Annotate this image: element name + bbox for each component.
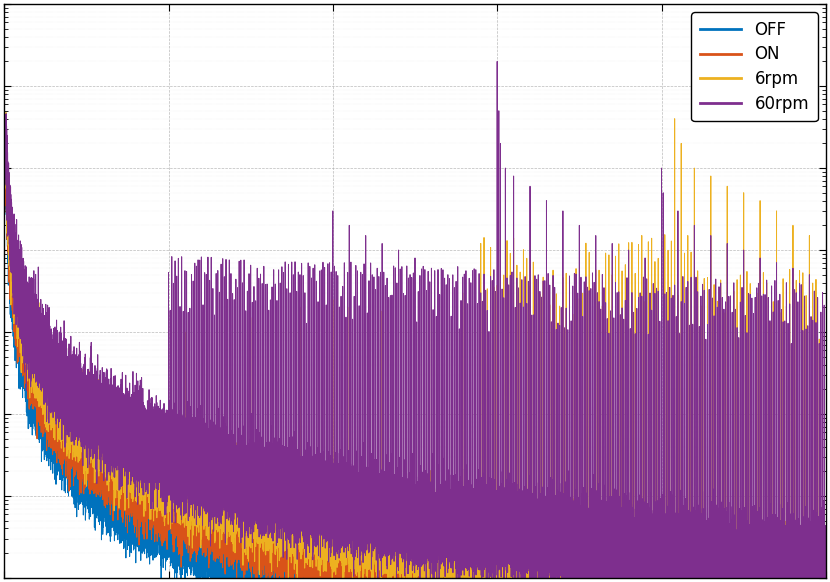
OFF <box>1 146 11 152</box>
60rpm <box>366 497 376 504</box>
60rpm <box>492 58 502 65</box>
OFF <box>137 535 147 542</box>
OFF <box>1 172 11 179</box>
ON <box>366 560 376 567</box>
ON <box>1 143 11 150</box>
60rpm <box>449 496 459 503</box>
Line: 6rpm: 6rpm <box>6 112 826 582</box>
60rpm <box>821 528 830 535</box>
60rpm <box>515 541 525 548</box>
ON <box>137 517 147 524</box>
6rpm <box>137 477 147 484</box>
ON <box>515 576 525 582</box>
Legend: OFF, ON, 6rpm, 60rpm: OFF, ON, 6rpm, 60rpm <box>691 12 818 121</box>
60rpm <box>685 566 695 573</box>
Line: OFF: OFF <box>6 149 826 582</box>
6rpm <box>366 503 376 510</box>
60rpm <box>1 143 11 150</box>
ON <box>1 120 11 127</box>
Line: 60rpm: 60rpm <box>6 62 826 582</box>
6rpm <box>487 533 497 540</box>
6rpm <box>515 545 525 552</box>
60rpm <box>487 511 497 518</box>
6rpm <box>685 578 695 582</box>
6rpm <box>1 141 11 148</box>
6rpm <box>1 109 11 116</box>
60rpm <box>137 475 147 482</box>
6rpm <box>449 521 459 528</box>
Line: ON: ON <box>6 123 826 582</box>
6rpm <box>821 572 830 579</box>
